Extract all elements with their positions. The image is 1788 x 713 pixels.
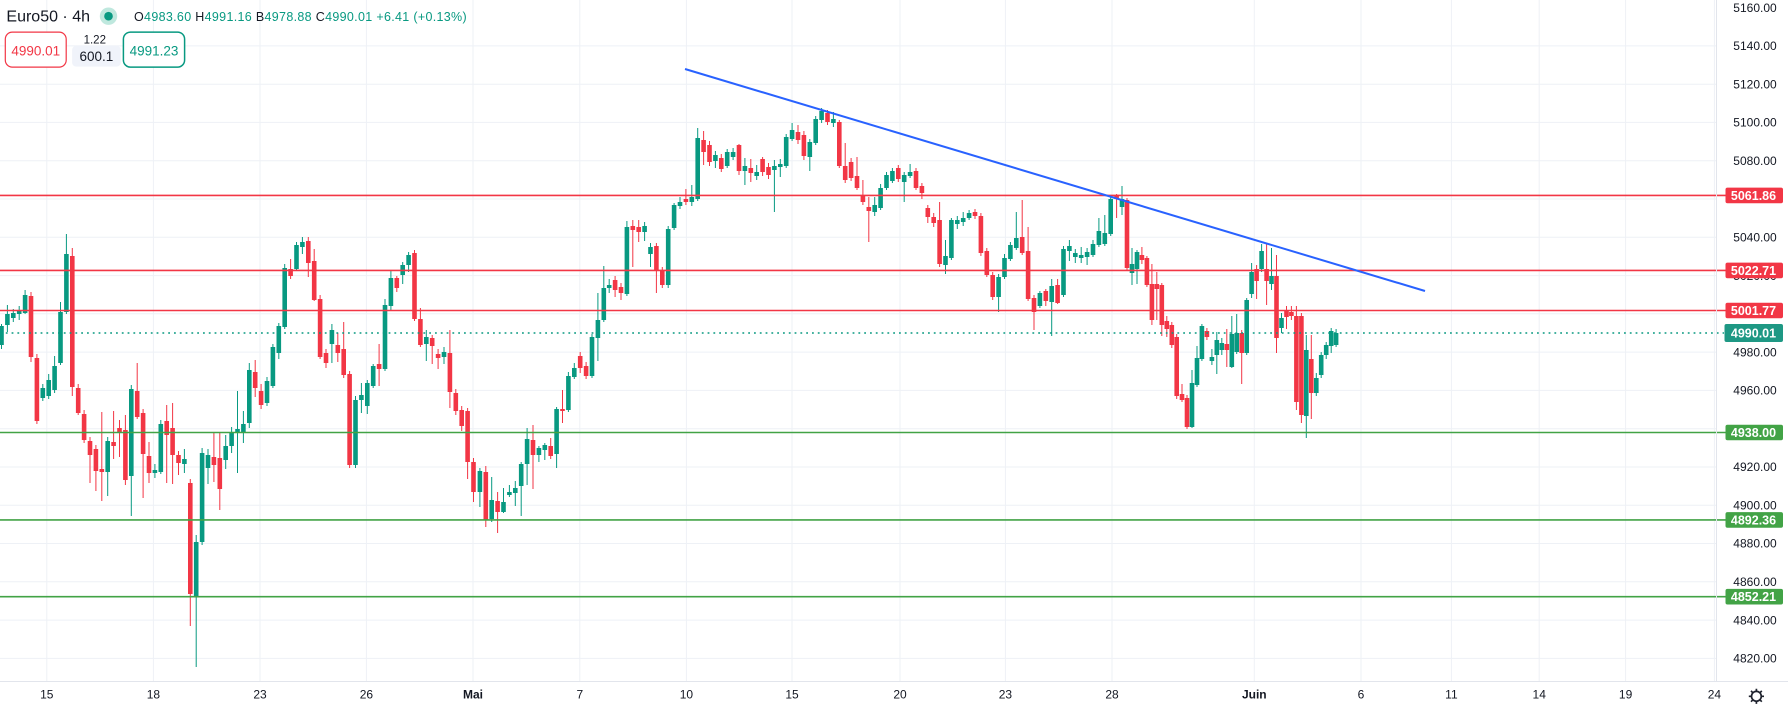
- svg-text:4990.01: 4990.01: [11, 44, 60, 59]
- svg-text:Mai: Mai: [463, 688, 483, 702]
- svg-text:5040.00: 5040.00: [1733, 231, 1777, 245]
- svg-text:23: 23: [999, 688, 1013, 702]
- svg-text:5140.00: 5140.00: [1733, 39, 1777, 53]
- svg-text:4990.01: 4990.01: [1731, 326, 1776, 340]
- svg-text:5080.00: 5080.00: [1733, 154, 1777, 168]
- svg-text:15: 15: [785, 688, 799, 702]
- svg-text:4920.00: 4920.00: [1733, 460, 1777, 474]
- svg-text:4900.00: 4900.00: [1733, 498, 1777, 512]
- svg-text:5022.71: 5022.71: [1731, 264, 1776, 278]
- svg-text:4840.00: 4840.00: [1733, 613, 1777, 627]
- svg-text:24: 24: [1708, 688, 1722, 702]
- svg-text:15: 15: [40, 688, 54, 702]
- svg-text:O4983.60 H4991.16 B4978.88 C49: O4983.60 H4991.16 B4978.88 C4990.01 +6.4…: [134, 10, 467, 24]
- svg-text:4820.00: 4820.00: [1733, 652, 1777, 666]
- svg-text:4980.00: 4980.00: [1733, 345, 1777, 359]
- svg-text:6: 6: [1358, 688, 1365, 702]
- svg-text:Euro50 · 4h: Euro50 · 4h: [6, 9, 90, 26]
- svg-text:7: 7: [576, 688, 583, 702]
- svg-text:10: 10: [680, 688, 694, 702]
- svg-text:18: 18: [147, 688, 161, 702]
- svg-text:28: 28: [1105, 688, 1119, 702]
- svg-text:5100.00: 5100.00: [1733, 116, 1777, 130]
- svg-text:5061.86: 5061.86: [1731, 189, 1776, 203]
- svg-text:20: 20: [893, 688, 907, 702]
- svg-text:4960.00: 4960.00: [1733, 384, 1777, 398]
- svg-text:11: 11: [1445, 688, 1458, 702]
- svg-text:19: 19: [1619, 688, 1633, 702]
- svg-text:4938.00: 4938.00: [1731, 426, 1776, 440]
- svg-text:4880.00: 4880.00: [1733, 537, 1777, 551]
- svg-text:5160.00: 5160.00: [1733, 1, 1777, 15]
- svg-text:5001.77: 5001.77: [1731, 304, 1776, 318]
- svg-text:1.22: 1.22: [84, 34, 106, 46]
- svg-text:5120.00: 5120.00: [1733, 77, 1777, 91]
- svg-text:4852.21: 4852.21: [1731, 590, 1776, 604]
- svg-text:4860.00: 4860.00: [1733, 575, 1777, 589]
- svg-text:23: 23: [253, 688, 267, 702]
- svg-text:26: 26: [360, 688, 374, 702]
- svg-text:4892.36: 4892.36: [1731, 513, 1776, 527]
- svg-text:600.1: 600.1: [80, 49, 114, 64]
- svg-text:14: 14: [1533, 688, 1547, 702]
- svg-text:Juin: Juin: [1242, 688, 1267, 702]
- svg-text:4991.23: 4991.23: [130, 44, 179, 59]
